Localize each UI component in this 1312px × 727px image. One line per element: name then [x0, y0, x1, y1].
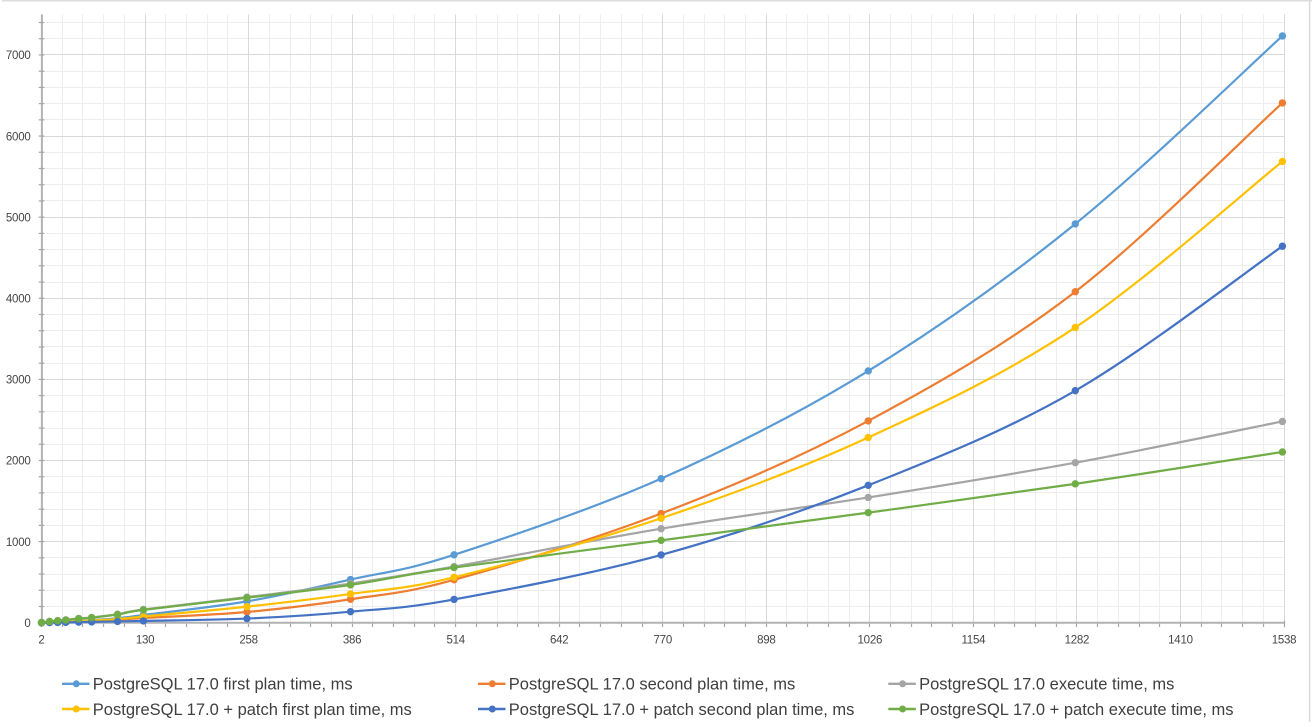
svg-text:1026: 1026	[858, 634, 883, 646]
svg-text:258: 258	[239, 634, 257, 646]
svg-text:898: 898	[757, 634, 775, 646]
svg-text:5000: 5000	[6, 212, 31, 224]
svg-text:386: 386	[343, 634, 361, 646]
svg-text:PostgreSQL 17.0 first plan tim: PostgreSQL 17.0 first plan time, ms	[93, 676, 353, 694]
svg-text:7000: 7000	[6, 50, 31, 62]
svg-text:0: 0	[24, 618, 30, 630]
svg-text:2000: 2000	[6, 456, 31, 468]
svg-text:514: 514	[446, 634, 465, 646]
svg-text:6000: 6000	[6, 131, 31, 143]
svg-text:1154: 1154	[962, 634, 987, 646]
svg-text:130: 130	[136, 634, 154, 646]
svg-text:1000: 1000	[6, 537, 31, 549]
svg-text:PostgreSQL 17.0 execute time,: PostgreSQL 17.0 execute time, ms	[919, 676, 1174, 694]
svg-text:1410: 1410	[1168, 634, 1193, 646]
svg-text:PostgreSQL 17.0 + patch second: PostgreSQL 17.0 + patch second plan time…	[509, 701, 855, 719]
svg-text:PostgreSQL 17.0 + patch execut: PostgreSQL 17.0 + patch execute time, ms	[919, 701, 1233, 719]
svg-text:PostgreSQL 17.0 second plan ti: PostgreSQL 17.0 second plan time, ms	[509, 676, 795, 694]
svg-text:642: 642	[550, 634, 568, 646]
svg-text:2: 2	[38, 634, 44, 646]
svg-text:4000: 4000	[6, 293, 31, 305]
svg-text:3000: 3000	[6, 375, 31, 387]
svg-text:PostgreSQL 17.0 + patch first: PostgreSQL 17.0 + patch first plan time,…	[93, 701, 412, 719]
svg-text:1538: 1538	[1272, 634, 1297, 646]
svg-text:1282: 1282	[1065, 634, 1090, 646]
svg-text:770: 770	[654, 634, 672, 646]
